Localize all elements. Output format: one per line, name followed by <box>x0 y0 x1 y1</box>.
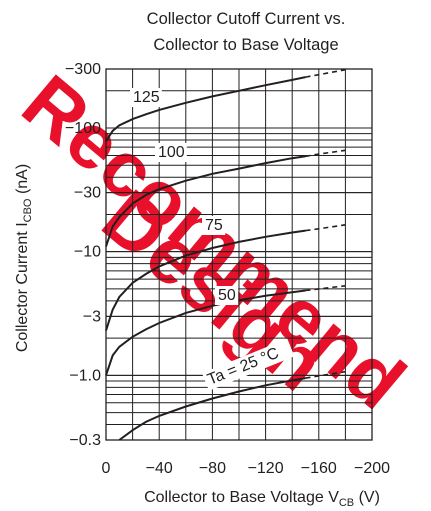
x-tick-label: 0 <box>102 460 111 477</box>
x-axis-title: Collector to Base Voltage VCB (V) <box>144 489 380 509</box>
y-tick-label: −3 <box>83 308 101 325</box>
chart-title-line-1: Collector Cutoff Current vs. <box>147 10 346 28</box>
series-label-bg <box>201 338 295 391</box>
y-tick-label: −0.3 <box>69 432 101 449</box>
series-label-bg <box>130 88 162 107</box>
series-line-100 <box>105 155 306 247</box>
series-extrapolation-25 <box>305 370 346 379</box>
y-tick-label: −30 <box>74 185 101 202</box>
series-line-75 <box>105 229 306 331</box>
x-tick-label: −200 <box>354 460 390 477</box>
x-tick-label: −80 <box>199 460 226 477</box>
series-line-125 <box>105 76 306 142</box>
y-axis-title: Collector Current ICBO (nA) <box>14 164 34 352</box>
y-tick-label: −1.0 <box>69 367 101 384</box>
series-line-25 <box>118 377 306 441</box>
tick-labels: −0.3 −1.0 −3 −10 −30 −100 −300 0 −40 −80 −120 −160−… <box>65 61 390 477</box>
series-label-50: 50 <box>218 287 236 304</box>
series-extrapolation-100 <box>305 149 346 158</box>
series-label-75: 75 <box>205 217 223 234</box>
y-tick-label: −10 <box>74 244 101 261</box>
y-tick-label: −100 <box>65 120 101 137</box>
chart-title: Collector Cutoff Current vs. Collector t… <box>147 10 346 54</box>
series-extrapolation-125 <box>305 68 346 78</box>
series-label-bg <box>155 143 187 162</box>
axis-titles: Collector to Base Voltage VCB (V) Collect… <box>14 164 380 509</box>
x-tick-label: −40 <box>146 460 173 477</box>
series-label-100: 100 <box>158 144 185 161</box>
series-label-125: 125 <box>133 89 160 106</box>
series-line-50 <box>105 289 306 376</box>
x-tick-label: −120 <box>248 460 284 477</box>
series-label-bg <box>202 216 226 235</box>
chart-title-line-2: Collector to Base Voltage <box>153 36 338 54</box>
plot-border <box>105 68 373 441</box>
series-label-bg <box>215 286 239 305</box>
series-extrapolation-75 <box>305 224 346 232</box>
x-tick-label: −160 <box>301 460 337 477</box>
series-extrapolation-50 <box>305 285 346 292</box>
y-tick-label: −300 <box>65 61 101 78</box>
plot-frame <box>105 68 373 441</box>
